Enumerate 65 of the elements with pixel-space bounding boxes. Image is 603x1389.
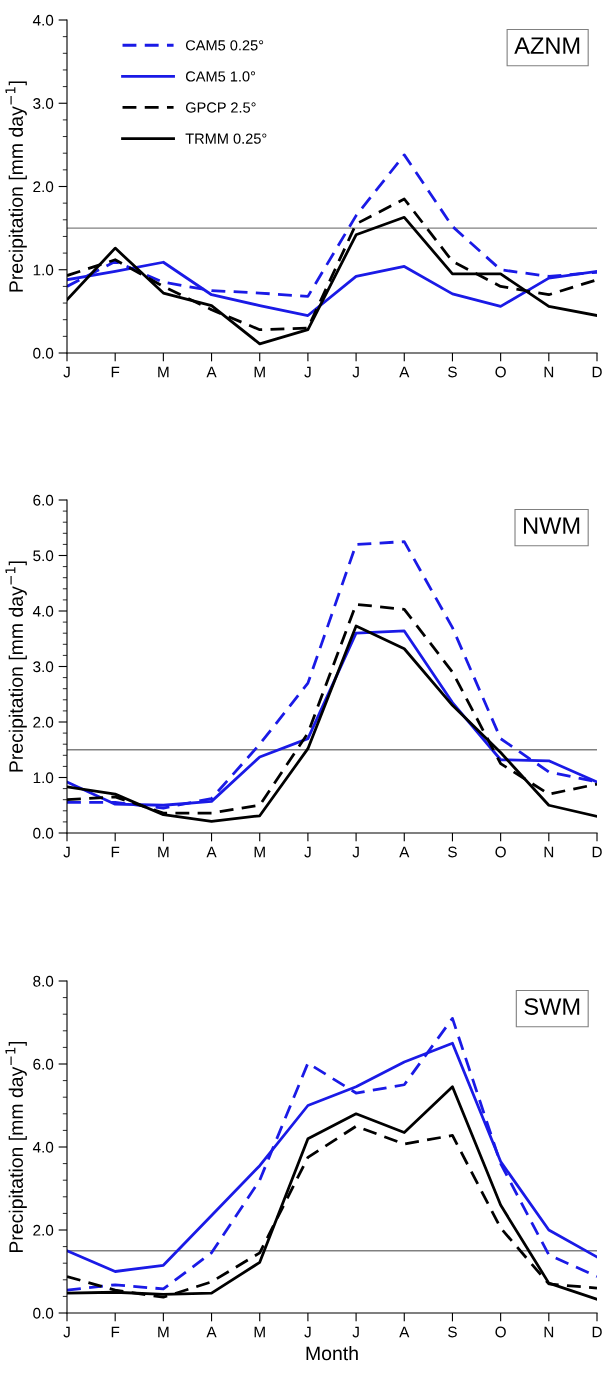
x-tick-label: A	[399, 1326, 410, 1338]
x-tick-label: A	[206, 366, 217, 378]
x-tick-label: J	[352, 846, 359, 858]
x-tick-label: M	[254, 1326, 265, 1338]
x-tick-label: D	[592, 1326, 602, 1338]
x-tick-label: F	[111, 366, 120, 378]
x-tick-label: M	[254, 366, 265, 378]
x-tick-label: A	[399, 846, 410, 858]
y-tick-label: 6.0	[33, 1058, 54, 1070]
x-tick-label: J	[304, 366, 311, 378]
y-tick-label: 2.0	[33, 1224, 54, 1236]
x-tick-label: J	[304, 846, 311, 858]
y-axis-title: Precipitation [mm day$^{−1}$]	[5, 561, 27, 772]
x-tick-label: M	[158, 846, 169, 858]
x-tick-label: S	[448, 366, 457, 378]
y-tick-label: 6.0	[33, 494, 54, 506]
y-tick-label: 4.0	[32, 605, 54, 617]
x-tick-label: J	[352, 366, 359, 378]
x-tick-label: O	[495, 366, 506, 378]
y-tick-label: 5.0	[33, 550, 54, 562]
y-tick-label: 1.0	[33, 772, 54, 784]
x-tick-label: J	[304, 1326, 311, 1338]
y-tick-label: 4.0	[32, 14, 54, 26]
x-tick-label: J	[63, 1326, 70, 1338]
x-tick-label: S	[448, 1326, 457, 1338]
x-tick-label: M	[158, 366, 169, 378]
x-tick-label: F	[111, 1326, 120, 1338]
y-axis-title: Precipitation [mm day$^{−1}$]	[5, 1041, 27, 1253]
y-tick-label: 3.0	[33, 661, 54, 673]
y-tick-label: 4.0	[32, 1141, 54, 1153]
y-tick-label: 8.0	[33, 975, 54, 987]
x-tick-label: F	[111, 846, 120, 858]
y-tick-label: 2.0	[33, 181, 54, 193]
y-tick-label: 0.0	[33, 1307, 54, 1319]
y-tick-label: 1.0	[33, 264, 54, 276]
x-tick-label: N	[544, 846, 554, 858]
x-tick-label: D	[592, 846, 602, 858]
text: SWM	[524, 998, 580, 1015]
x-tick-label: M	[158, 1326, 169, 1338]
y-tick-label: 0.0	[33, 827, 54, 839]
x-axis-title: Month	[306, 1345, 358, 1361]
x-tick-label: D	[592, 366, 602, 378]
x-tick-label: A	[206, 1326, 217, 1338]
y-tick-label: 2.0	[33, 716, 54, 728]
x-tick-label: N	[544, 1326, 554, 1338]
x-tick-label: A	[399, 366, 410, 378]
x-tick-label: J	[63, 846, 70, 858]
legend-label: CAM5 1.0°	[185, 71, 256, 82]
legend-label: GPCP 2.5°	[185, 102, 256, 113]
x-tick-label: J	[63, 366, 70, 378]
x-tick-label: N	[544, 366, 554, 378]
legend-label: TRMM 0.25°	[185, 133, 267, 144]
x-tick-label: O	[495, 1326, 506, 1338]
x-tick-label: M	[254, 846, 265, 858]
y-axis-title: Precipitation [mm day$^{−1}$]	[5, 81, 27, 292]
legend-label: CAM5 0.25°	[185, 40, 264, 51]
line-series	[67, 1016, 597, 1292]
text: AZNM	[514, 37, 580, 54]
x-tick-label: J	[352, 1326, 359, 1338]
x-tick-label: S	[448, 846, 457, 858]
text: NWM	[524, 517, 580, 534]
y-tick-label: 0.0	[33, 347, 54, 359]
x-tick-label: A	[206, 846, 217, 858]
y-tick-label: 3.0	[33, 98, 54, 109]
x-tick-label: O	[495, 846, 506, 858]
